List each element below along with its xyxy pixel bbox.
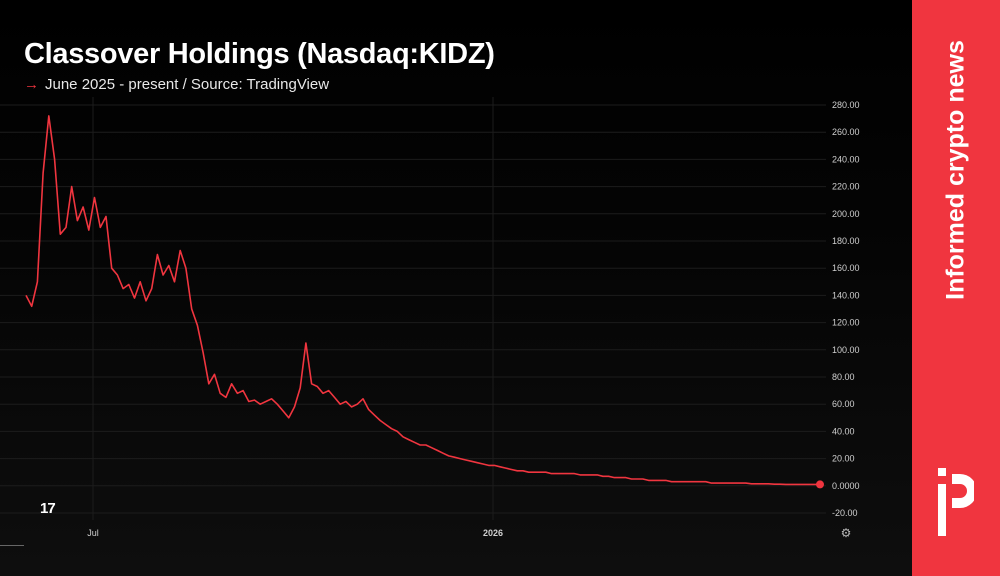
y-axis-ticks: 280.00 260.00 240.00 220.00 200.00 180.00 160.…	[832, 100, 860, 518]
y-tick-label: 280.00	[832, 100, 860, 110]
chart-subtitle: → June 2025 - present / Source: TradingVi…	[24, 76, 329, 93]
y-tick-label: 180.00	[832, 236, 860, 246]
y-tick-label: 200.00	[832, 209, 860, 219]
y-tick-label: 20.00	[832, 454, 855, 464]
series-line	[25, 115, 820, 486]
sidebar-tagline: Informed crypto news	[941, 40, 970, 300]
grid-lines	[0, 97, 826, 520]
y-tick-label: 40.00	[832, 426, 855, 436]
y-tick-label: 220.00	[832, 182, 860, 192]
arrow-right-icon: →	[24, 76, 39, 93]
tradingview-logo-icon[interactable]: 17	[40, 500, 56, 517]
divider	[0, 545, 24, 546]
x-tick-label: Jul	[87, 528, 99, 538]
protos-logo-icon[interactable]	[938, 468, 974, 538]
y-tick-label: 260.00	[832, 127, 860, 137]
subtitle-text: June 2025 - present / Source: TradingVie…	[45, 76, 330, 93]
x-tick-label: 2026	[483, 528, 503, 538]
y-tick-label: 120.00	[832, 318, 860, 328]
y-tick-label: 140.00	[832, 290, 860, 300]
brand-sidebar: Informed crypto news	[912, 0, 1000, 576]
y-tick-label: 80.00	[832, 372, 855, 382]
price-chart: 280.00 260.00 240.00 220.00 200.00 180.00 160.…	[0, 97, 860, 538]
settings-gear-icon[interactable]: ⚙	[840, 526, 852, 540]
chart-stage: 280.00 260.00 240.00 220.00 200.00 180.00 160.…	[0, 0, 912, 576]
price-series	[25, 115, 824, 489]
y-tick-label: 100.00	[832, 345, 860, 355]
last-price-marker	[816, 480, 824, 489]
y-tick-label: -20.00	[832, 508, 858, 518]
chart-title: Classover Holdings (Nasdaq:KIDZ)	[24, 38, 495, 70]
y-tick-label: 60.00	[832, 399, 855, 409]
y-tick-label: 160.00	[832, 263, 860, 273]
x-axis-ticks: Jul 2026	[87, 528, 503, 538]
y-tick-label: 240.00	[832, 154, 860, 164]
y-tick-label: 0.0000	[832, 481, 860, 491]
